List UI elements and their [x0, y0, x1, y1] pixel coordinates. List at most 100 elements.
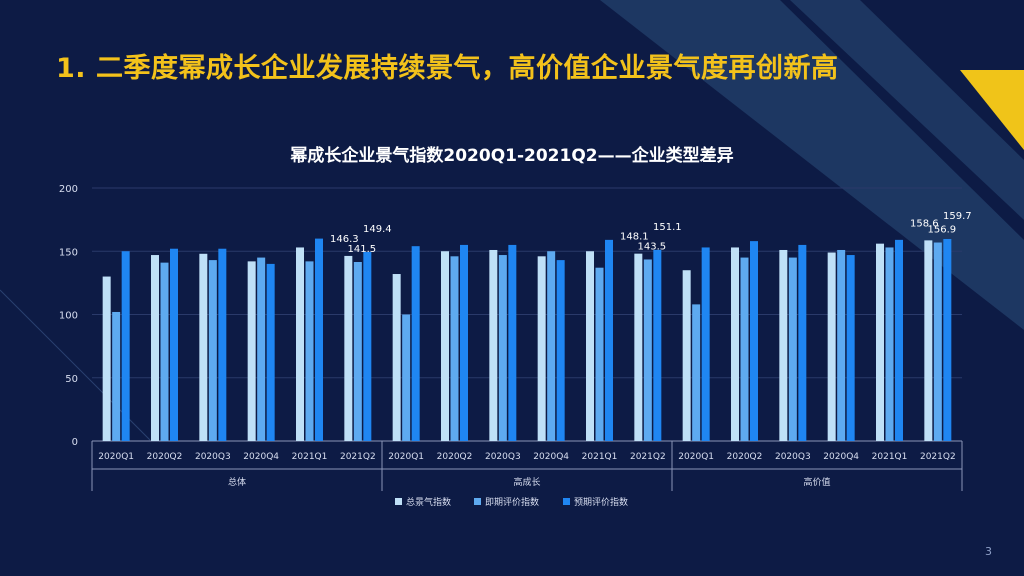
x-category-label: 2020Q3	[775, 452, 811, 462]
x-category-label: 2021Q1	[872, 452, 908, 462]
data-label: 159.7	[943, 211, 972, 222]
bar	[392, 274, 401, 441]
page-number: 3	[985, 545, 992, 558]
bar	[547, 251, 556, 441]
bar	[402, 314, 411, 441]
bar	[411, 246, 420, 441]
bar	[296, 247, 304, 441]
x-category-label: 2020Q4	[823, 452, 859, 462]
bar	[634, 253, 643, 441]
y-tick-label: 100	[59, 311, 78, 322]
y-tick-label: 0	[72, 437, 78, 448]
x-category-label: 2021Q2	[630, 452, 666, 462]
decor-stripe	[600, 0, 1024, 330]
decor-stripe	[790, 0, 1024, 220]
bar	[643, 259, 652, 441]
bar	[895, 239, 903, 441]
bar	[924, 240, 933, 441]
bar	[170, 248, 178, 441]
bar	[556, 260, 565, 441]
bar	[750, 241, 758, 441]
bar	[692, 304, 701, 441]
data-label: 143.5	[638, 241, 667, 252]
bar	[933, 242, 942, 441]
legend-label: 总景气指数	[406, 496, 451, 508]
bar	[731, 247, 739, 441]
bar	[208, 260, 217, 441]
bar	[305, 261, 314, 441]
x-category-label: 2021Q1	[582, 452, 618, 462]
x-category-label: 2020Q3	[485, 452, 521, 462]
bar	[218, 248, 227, 441]
bar	[257, 257, 266, 441]
bar	[537, 256, 546, 441]
data-label: 156.9	[928, 225, 957, 236]
y-tick-label: 200	[59, 184, 78, 195]
bar	[846, 255, 855, 441]
bar	[682, 270, 691, 441]
legend-label: 预期评价指数	[574, 496, 628, 508]
bar	[460, 244, 468, 441]
bar	[121, 251, 130, 441]
group-label: 高成长	[513, 476, 540, 488]
data-label: 158.6	[910, 218, 939, 229]
bar	[885, 247, 894, 441]
legend-swatch	[563, 498, 570, 505]
bar	[798, 244, 807, 441]
bar	[199, 253, 208, 441]
legend-label: 即期评价指数	[485, 496, 539, 508]
bar	[788, 257, 797, 441]
data-label: 149.4	[363, 224, 392, 235]
bar	[266, 263, 275, 441]
group-label: 高价值	[803, 476, 830, 488]
bar	[441, 251, 449, 441]
bar	[151, 255, 159, 441]
group-label: 总体	[228, 476, 246, 488]
x-category-label: 2021Q2	[340, 452, 376, 462]
data-label: 148.1	[620, 232, 649, 243]
legend-swatch	[474, 498, 481, 505]
bar	[160, 262, 169, 441]
x-category-label: 2020Q2	[727, 452, 763, 462]
x-category-label: 2021Q1	[292, 452, 328, 462]
y-tick-label: 150	[59, 247, 78, 258]
bar	[508, 244, 517, 441]
legend-swatch	[395, 498, 402, 505]
bar	[344, 255, 353, 441]
bar	[363, 252, 372, 441]
x-category-label: 2020Q2	[437, 452, 473, 462]
bar	[112, 311, 121, 441]
x-category-label: 2020Q4	[533, 452, 569, 462]
x-category-label: 2020Q2	[147, 452, 183, 462]
bar	[837, 249, 846, 441]
bar	[605, 239, 613, 441]
bar	[586, 251, 594, 441]
bar	[653, 249, 662, 441]
data-label: 151.1	[653, 222, 682, 233]
bar	[353, 262, 362, 441]
x-category-label: 2020Q3	[195, 452, 231, 462]
bar	[779, 249, 788, 441]
bar	[247, 261, 256, 441]
data-label: 146.3	[330, 234, 359, 245]
x-category-label: 2020Q1	[388, 452, 424, 462]
bar	[315, 238, 323, 441]
bar	[827, 252, 836, 441]
bar	[943, 238, 952, 441]
bar	[701, 247, 710, 441]
decor-yellow-stripe	[960, 70, 1024, 150]
y-tick-label: 50	[65, 374, 78, 385]
x-category-label: 2020Q1	[98, 452, 134, 462]
x-category-label: 2020Q4	[243, 452, 279, 462]
bar	[489, 249, 498, 441]
bar	[876, 243, 884, 441]
bar	[498, 255, 507, 441]
bar	[595, 267, 604, 441]
bar	[740, 257, 749, 441]
bar	[450, 256, 459, 441]
x-category-label: 2020Q1	[678, 452, 714, 462]
x-category-label: 2021Q2	[920, 452, 956, 462]
page-heading: 1. 二季度幂成长企业发展持续景气，高价值企业景气度再创新高	[56, 53, 839, 84]
